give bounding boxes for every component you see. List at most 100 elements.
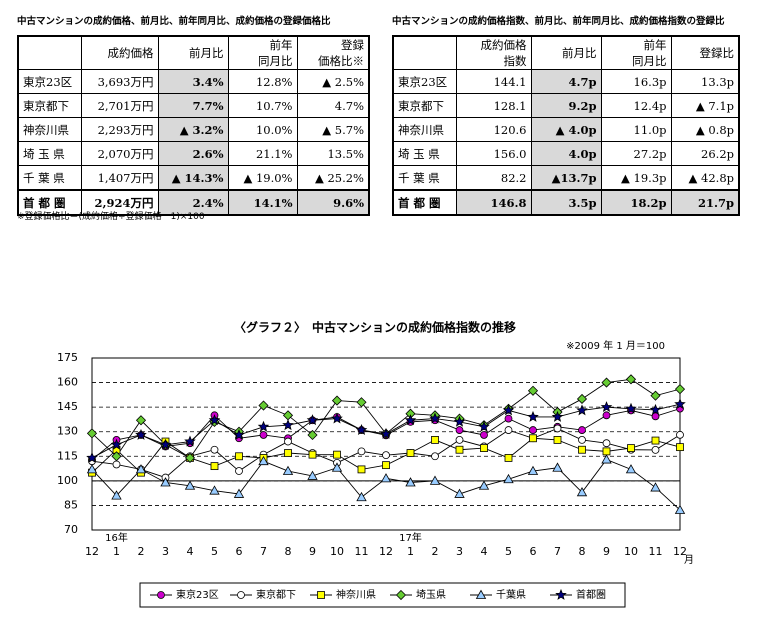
cell: 27.2p xyxy=(600,141,672,166)
point xyxy=(552,462,563,472)
point xyxy=(405,477,416,487)
cell: 146.8 xyxy=(455,189,532,216)
point xyxy=(331,395,343,406)
point xyxy=(431,452,439,461)
cell: 13.3p xyxy=(670,69,740,94)
point xyxy=(553,436,562,444)
header-cell: 前月比 xyxy=(157,35,229,70)
x-tick-label: 2 xyxy=(432,545,439,558)
x-tick-label: 5 xyxy=(211,545,218,558)
point xyxy=(551,410,564,422)
point xyxy=(455,426,464,434)
cell: 7.7% xyxy=(157,93,229,118)
point xyxy=(627,444,635,452)
point xyxy=(282,465,294,475)
point xyxy=(382,451,390,460)
x-tick-label: 7 xyxy=(260,545,267,558)
point xyxy=(478,420,490,432)
legend-label: 首都圏 xyxy=(576,588,606,601)
point xyxy=(480,444,488,452)
point xyxy=(602,447,611,456)
cell: 2,924万円 xyxy=(80,189,159,216)
header-cell xyxy=(17,35,82,70)
point xyxy=(649,403,662,415)
cell: ▲ 19.3p xyxy=(600,165,672,191)
x-tick-label: 8 xyxy=(285,545,292,558)
y-tick-label: 130 xyxy=(57,425,78,438)
cell: 9.2p xyxy=(530,93,602,118)
cell: 120.6 xyxy=(455,117,532,142)
x-tick-label: 12 xyxy=(85,545,99,558)
point xyxy=(429,412,441,424)
point xyxy=(160,477,171,487)
row: 神奈川県 2,293万円 ▲ 3.2% 10.0% ▲ 5.7% xyxy=(17,117,370,142)
x-tick-label: 6 xyxy=(530,545,537,558)
point xyxy=(455,436,464,444)
x-tick-label: 6 xyxy=(236,545,243,558)
point xyxy=(184,435,196,447)
cell: 2,701万円 xyxy=(80,93,159,118)
cell: 3.5p xyxy=(530,189,602,216)
point xyxy=(382,461,390,470)
point xyxy=(576,487,588,497)
cell: 首 都 圏 xyxy=(392,189,457,216)
cell: 10.0% xyxy=(227,117,298,142)
point xyxy=(208,414,221,426)
x-tick-label: 12 xyxy=(673,545,687,558)
point xyxy=(355,424,368,435)
cell: 埼 玉 県 xyxy=(392,141,457,166)
legend-marker xyxy=(157,591,165,599)
point xyxy=(676,443,684,452)
point xyxy=(86,428,98,439)
legend-marker xyxy=(317,591,325,599)
point xyxy=(380,427,392,439)
point xyxy=(333,450,341,459)
point xyxy=(625,402,637,414)
y-tick-label: 100 xyxy=(57,474,78,487)
cell: 12.8% xyxy=(227,69,298,94)
point xyxy=(602,411,611,420)
point xyxy=(210,445,219,454)
point xyxy=(504,414,513,423)
point xyxy=(650,390,661,401)
cell: 2,293万円 xyxy=(80,117,159,142)
x-tick-label: 4 xyxy=(187,545,194,558)
point xyxy=(284,437,292,446)
y-tick-label: 145 xyxy=(57,400,78,413)
point xyxy=(651,445,660,454)
cell: 4.7p xyxy=(530,69,602,94)
cell: ▲13.7p xyxy=(530,165,602,191)
point xyxy=(135,464,147,474)
x-tick-label: 8 xyxy=(579,545,586,558)
point xyxy=(357,465,366,474)
point xyxy=(357,447,366,456)
cell: 東京都下 xyxy=(17,93,82,118)
cell: 11.0p xyxy=(600,117,672,142)
point xyxy=(356,397,367,408)
table-title: 中古マンションの成約価格指数、前月比、前年同月比、成約価格指数の登録比 xyxy=(392,16,725,27)
point xyxy=(257,420,270,432)
table-note: ※登録価格比＝(成約価格÷登録価格－1)×100 xyxy=(17,212,205,222)
point xyxy=(184,480,196,490)
point xyxy=(527,465,539,475)
x-unit: 月 xyxy=(684,554,694,566)
point xyxy=(676,430,684,439)
cell: ▲ 25.2% xyxy=(296,165,370,191)
point xyxy=(110,438,123,450)
cell: 千 葉 県 xyxy=(17,165,82,191)
legend-label: 千葉県 xyxy=(496,588,526,601)
header-cell xyxy=(392,35,457,70)
row: 埼 玉 県 156.0 4.0p 27.2p 26.2p xyxy=(392,141,740,166)
legend-marker xyxy=(395,589,407,601)
x-tick-label: 9 xyxy=(309,545,316,558)
point xyxy=(578,426,586,434)
point xyxy=(380,473,392,483)
x-tick-label: 4 xyxy=(481,545,488,558)
point xyxy=(86,451,98,463)
chart-note: ※2009 年 1 月＝100 xyxy=(566,339,665,352)
row: 埼 玉 県 2,070万円 2.6% 21.1% 13.5% xyxy=(17,141,370,166)
x-tick-label: 12 xyxy=(379,545,393,558)
point xyxy=(674,384,686,395)
